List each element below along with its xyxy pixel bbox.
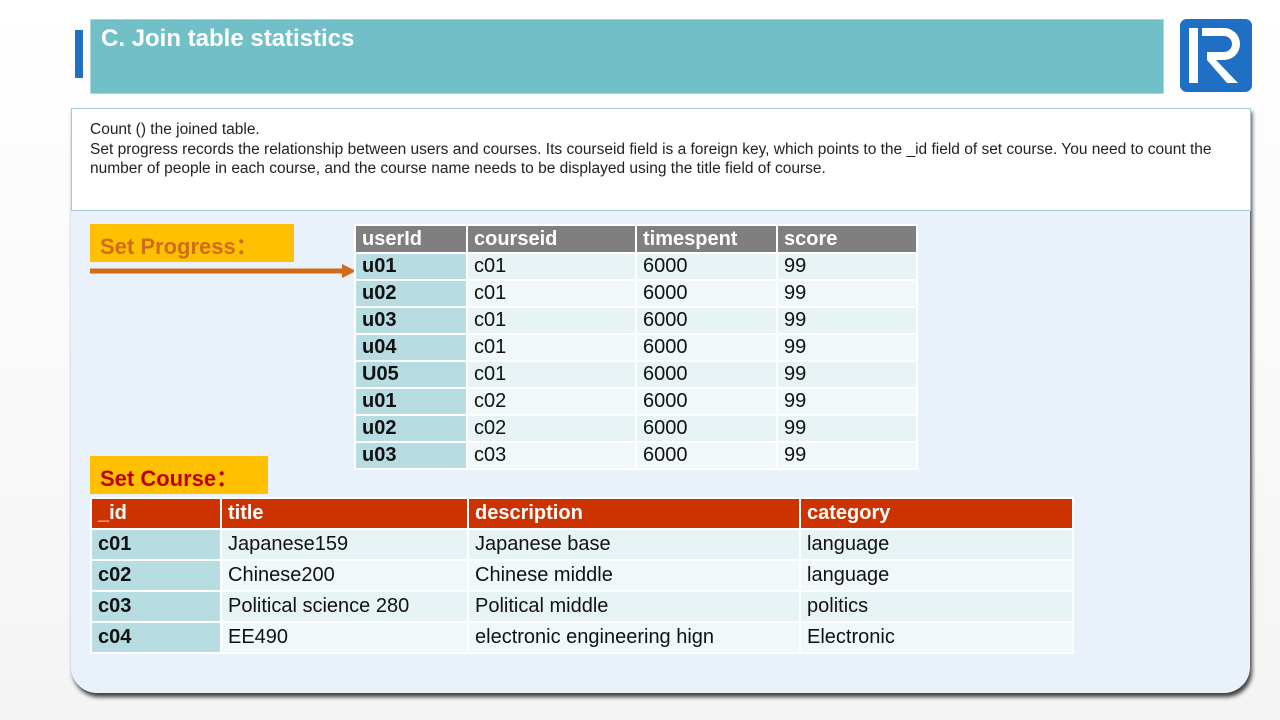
- cell-id: c04: [90, 621, 222, 654]
- cell-courseid: c01: [466, 360, 637, 389]
- description-box: Count () the joined table. Set progress …: [71, 108, 1251, 211]
- cell-score: 99: [776, 360, 918, 389]
- course-table-header-row: _id title description category: [90, 497, 1074, 530]
- cell-category: politics: [799, 590, 1074, 623]
- column-header-score: score: [776, 224, 918, 254]
- raqsoft-r-logo-icon: [1180, 19, 1252, 92]
- cell-timespent: 6000: [635, 360, 778, 389]
- cell-timespent: 6000: [635, 306, 778, 335]
- column-header-title: title: [220, 497, 469, 530]
- cell-timespent: 6000: [635, 252, 778, 281]
- cell-timespent: 6000: [635, 387, 778, 416]
- table-row: U05 c01 6000 99: [354, 360, 918, 389]
- cell-courseid: c01: [466, 252, 637, 281]
- cell-id: c02: [90, 559, 222, 592]
- table-row: c04 EE490 electronic engineering hign El…: [90, 621, 1074, 654]
- cell-courseid: c02: [466, 414, 637, 443]
- cell-timespent: 6000: [635, 333, 778, 362]
- cell-category: language: [799, 528, 1074, 561]
- cell-userid: u02: [354, 414, 468, 443]
- cell-title: Chinese200: [220, 559, 469, 592]
- cell-userid: u03: [354, 306, 468, 335]
- table-row: c01 Japanese159 Japanese base language: [90, 528, 1074, 561]
- cell-description: Political middle: [467, 590, 801, 623]
- description-line-2: Set progress records the relationship be…: [90, 140, 1212, 178]
- cell-description: Chinese middle: [467, 559, 801, 592]
- column-header-courseid: courseid: [466, 224, 637, 254]
- set-course-label: Set Course：: [90, 456, 268, 494]
- title-accent-bar: [75, 30, 83, 78]
- cell-title: Japanese159: [220, 528, 469, 561]
- cell-description: electronic engineering hign: [467, 621, 801, 654]
- progress-table-header-row: userId courseid timespent score: [354, 224, 918, 254]
- cell-score: 99: [776, 279, 918, 308]
- cell-id: c03: [90, 590, 222, 623]
- table-row: u03 c03 6000 99: [354, 441, 918, 470]
- description-line-1: Count () the joined table.: [90, 121, 260, 138]
- title-bar: C. Join table statistics: [90, 19, 1164, 94]
- table-row: c03 Political science 280 Political midd…: [90, 590, 1074, 623]
- cell-category: Electronic: [799, 621, 1074, 654]
- table-row: u02 c01 6000 99: [354, 279, 918, 308]
- cell-id: c01: [90, 528, 222, 561]
- cell-courseid: c01: [466, 279, 637, 308]
- cell-userid: u03: [354, 441, 468, 470]
- cell-timespent: 6000: [635, 414, 778, 443]
- table-row: u04 c01 6000 99: [354, 333, 918, 362]
- table-row: u01 c01 6000 99: [354, 252, 918, 281]
- table-row: u02 c02 6000 99: [354, 414, 918, 443]
- table-row: u01 c02 6000 99: [354, 387, 918, 416]
- cell-courseid: c02: [466, 387, 637, 416]
- cell-category: language: [799, 559, 1074, 592]
- cell-score: 99: [776, 252, 918, 281]
- cell-score: 99: [776, 306, 918, 335]
- cell-score: 99: [776, 333, 918, 362]
- column-header-category: category: [799, 497, 1074, 530]
- column-header-userid: userId: [354, 224, 468, 254]
- cell-score: 99: [776, 414, 918, 443]
- cell-courseid: c01: [466, 333, 637, 362]
- page-title: C. Join table statistics: [101, 25, 355, 52]
- column-header-timespent: timespent: [635, 224, 778, 254]
- cell-title: EE490: [220, 621, 469, 654]
- cell-courseid: c03: [466, 441, 637, 470]
- progress-table: userId courseid timespent score u01 c01 …: [354, 224, 918, 470]
- cell-timespent: 6000: [635, 441, 778, 470]
- table-row: u03 c01 6000 99: [354, 306, 918, 335]
- column-header-id: _id: [90, 497, 222, 530]
- table-row: c02 Chinese200 Chinese middle language: [90, 559, 1074, 592]
- cell-userid: u02: [354, 279, 468, 308]
- cell-timespent: 6000: [635, 279, 778, 308]
- cell-userid: u04: [354, 333, 468, 362]
- cell-userid: U05: [354, 360, 468, 389]
- column-header-description: description: [467, 497, 801, 530]
- cell-title: Political science 280: [220, 590, 469, 623]
- cell-score: 99: [776, 441, 918, 470]
- arrow-icon: [90, 264, 356, 278]
- cell-score: 99: [776, 387, 918, 416]
- cell-userid: u01: [354, 252, 468, 281]
- cell-description: Japanese base: [467, 528, 801, 561]
- cell-userid: u01: [354, 387, 468, 416]
- set-progress-label: Set Progress：: [90, 224, 294, 262]
- course-table: _id title description category c01 Japan…: [90, 497, 1074, 654]
- cell-courseid: c01: [466, 306, 637, 335]
